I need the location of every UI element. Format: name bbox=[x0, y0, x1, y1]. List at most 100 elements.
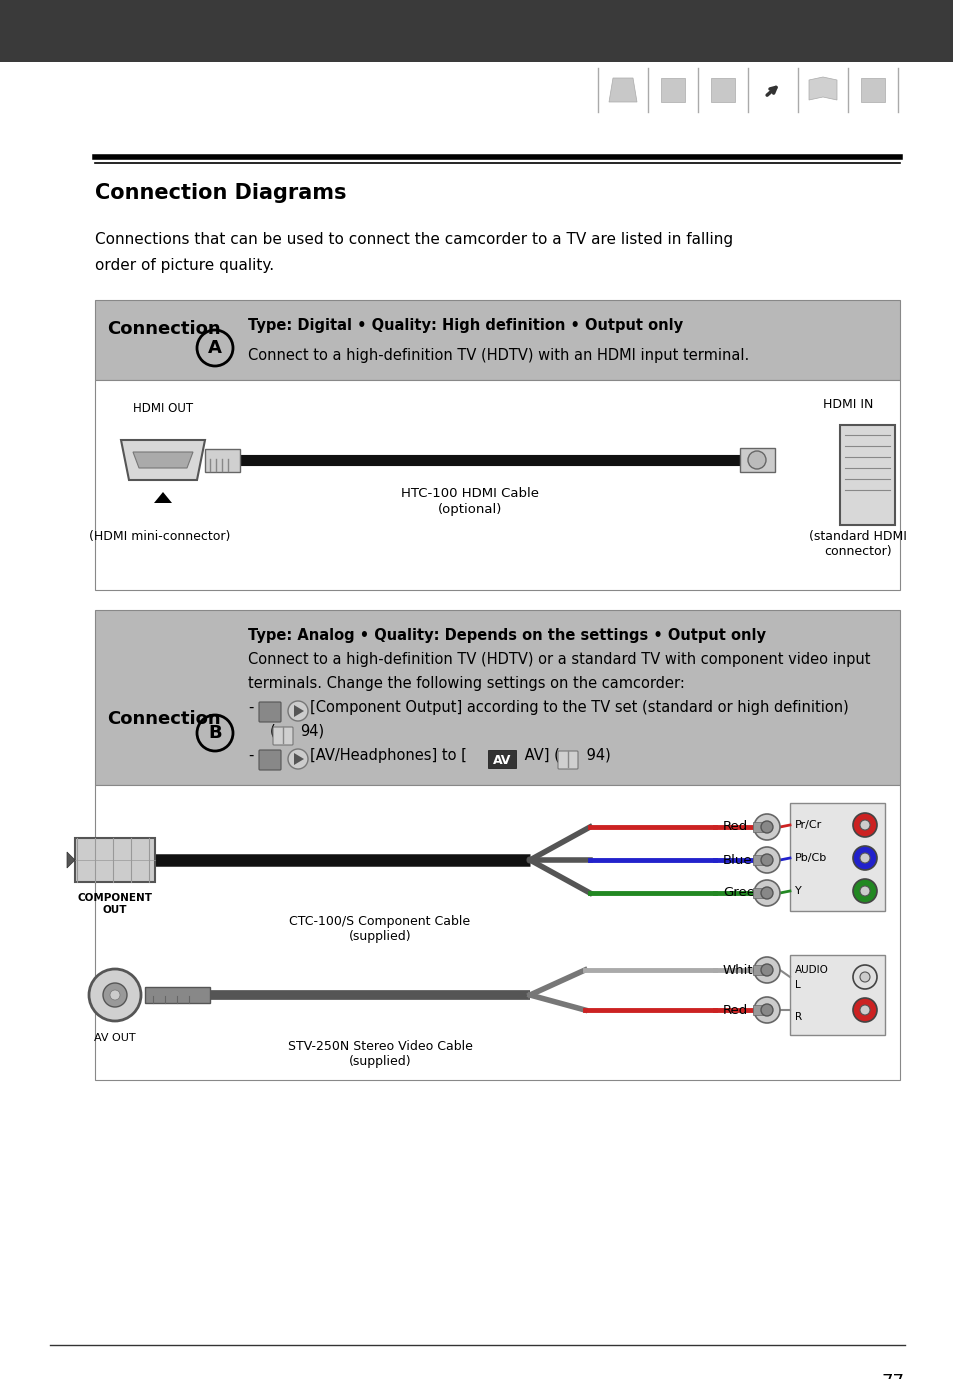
Polygon shape bbox=[67, 852, 75, 867]
Text: order of picture quality.: order of picture quality. bbox=[95, 258, 274, 273]
Bar bbox=[205, 450, 240, 472]
Circle shape bbox=[89, 969, 141, 1020]
Text: L: L bbox=[794, 980, 800, 990]
Text: CTC-100/S Component Cable: CTC-100/S Component Cable bbox=[289, 916, 470, 928]
Bar bbox=[95, 785, 899, 1080]
Text: (HDMI mini-connector): (HDMI mini-connector) bbox=[90, 530, 231, 543]
Circle shape bbox=[760, 821, 772, 833]
Circle shape bbox=[288, 701, 308, 721]
Circle shape bbox=[760, 964, 772, 976]
Bar bbox=[752, 1005, 766, 1015]
Polygon shape bbox=[294, 753, 304, 765]
Bar bbox=[95, 381, 899, 590]
Text: [AV/Headphones] to [: [AV/Headphones] to [ bbox=[310, 747, 466, 763]
Bar bbox=[145, 987, 210, 1003]
Circle shape bbox=[288, 749, 308, 769]
Bar bbox=[752, 822, 766, 832]
Text: Green: Green bbox=[722, 887, 762, 899]
Bar bbox=[752, 855, 766, 865]
Text: [Component Output] according to the TV set (standard or high definition): [Component Output] according to the TV s… bbox=[310, 701, 848, 714]
Text: Red: Red bbox=[722, 821, 747, 833]
Text: Type: Digital • Quality: High definition • Output only: Type: Digital • Quality: High definition… bbox=[248, 319, 682, 332]
Circle shape bbox=[753, 847, 780, 873]
Text: R: R bbox=[794, 1012, 801, 1022]
Text: HDMI IN: HDMI IN bbox=[821, 399, 872, 411]
Circle shape bbox=[760, 887, 772, 899]
Circle shape bbox=[753, 814, 780, 840]
Circle shape bbox=[760, 1004, 772, 1016]
Bar bbox=[789, 956, 884, 1036]
Text: connector): connector) bbox=[823, 545, 891, 558]
Circle shape bbox=[852, 965, 876, 989]
Bar bbox=[789, 803, 884, 912]
Text: OUT: OUT bbox=[103, 905, 127, 916]
Text: (: ( bbox=[270, 724, 275, 739]
Polygon shape bbox=[132, 452, 193, 467]
Text: (supplied): (supplied) bbox=[349, 1055, 411, 1067]
Bar bbox=[752, 888, 766, 898]
Text: Connections that can be used to connect the camcorder to a TV are listed in fall: Connections that can be used to connect … bbox=[95, 232, 732, 247]
Text: terminals. Change the following settings on the camcorder:: terminals. Change the following settings… bbox=[248, 676, 684, 691]
Text: AV] (: AV] ( bbox=[519, 747, 559, 763]
Bar bbox=[740, 448, 774, 472]
Text: COMPONENT: COMPONENT bbox=[77, 894, 152, 903]
Bar bbox=[0, 0, 953, 62]
Text: 94): 94) bbox=[581, 747, 610, 763]
Text: Pr/Cr: Pr/Cr bbox=[794, 821, 821, 830]
Circle shape bbox=[852, 814, 876, 837]
FancyBboxPatch shape bbox=[558, 752, 578, 769]
Text: Y: Y bbox=[794, 885, 801, 896]
Circle shape bbox=[760, 854, 772, 866]
FancyBboxPatch shape bbox=[258, 750, 281, 769]
Text: AV: AV bbox=[493, 754, 511, 768]
Circle shape bbox=[852, 878, 876, 903]
Circle shape bbox=[859, 885, 869, 896]
Text: STV-250N Stereo Video Cable: STV-250N Stereo Video Cable bbox=[287, 1040, 472, 1054]
Bar bbox=[840, 425, 894, 525]
Text: Connect to a high-definition TV (HDTV) with an HDMI input terminal.: Connect to a high-definition TV (HDTV) w… bbox=[248, 348, 748, 363]
Circle shape bbox=[110, 990, 120, 1000]
Text: Pb/Cb: Pb/Cb bbox=[794, 854, 826, 863]
Circle shape bbox=[753, 957, 780, 983]
Circle shape bbox=[859, 854, 869, 863]
Circle shape bbox=[103, 983, 127, 1007]
Text: Blue: Blue bbox=[722, 854, 752, 866]
Circle shape bbox=[852, 998, 876, 1022]
Text: (standard HDMI: (standard HDMI bbox=[808, 530, 906, 543]
Polygon shape bbox=[861, 79, 884, 102]
Text: Red: Red bbox=[722, 1004, 747, 1016]
Text: -: - bbox=[248, 701, 253, 714]
Polygon shape bbox=[294, 705, 304, 717]
Bar bbox=[488, 750, 516, 768]
FancyBboxPatch shape bbox=[273, 727, 293, 745]
Text: (supplied): (supplied) bbox=[349, 929, 411, 943]
Text: B: B bbox=[208, 724, 222, 742]
Bar bbox=[752, 965, 766, 975]
FancyBboxPatch shape bbox=[258, 702, 281, 723]
Polygon shape bbox=[121, 440, 205, 480]
Circle shape bbox=[859, 1005, 869, 1015]
Text: 77: 77 bbox=[882, 1373, 904, 1379]
Text: Type: Analog • Quality: Depends on the settings • Output only: Type: Analog • Quality: Depends on the s… bbox=[248, 627, 765, 643]
Text: Connection Diagrams: Connection Diagrams bbox=[95, 183, 346, 203]
Text: HDMI OUT: HDMI OUT bbox=[132, 403, 193, 415]
Text: Connection: Connection bbox=[107, 710, 220, 728]
Bar bbox=[75, 838, 154, 883]
Text: AUDIO: AUDIO bbox=[794, 965, 828, 975]
Text: (optional): (optional) bbox=[437, 503, 501, 516]
Text: A: A bbox=[208, 339, 222, 357]
Circle shape bbox=[753, 997, 780, 1023]
Bar bbox=[95, 610, 899, 785]
Text: AV OUT: AV OUT bbox=[94, 1033, 135, 1043]
Circle shape bbox=[859, 972, 869, 982]
Text: 94): 94) bbox=[299, 724, 324, 739]
Text: HTC-100 HDMI Cable: HTC-100 HDMI Cable bbox=[400, 487, 538, 501]
Circle shape bbox=[852, 845, 876, 870]
Polygon shape bbox=[710, 79, 734, 102]
Text: White: White bbox=[722, 964, 761, 976]
Polygon shape bbox=[660, 79, 684, 102]
Text: -: - bbox=[248, 747, 253, 763]
Text: Connection: Connection bbox=[107, 320, 220, 338]
Circle shape bbox=[859, 821, 869, 830]
Text: Connect to a high-definition TV (HDTV) or a standard TV with component video inp: Connect to a high-definition TV (HDTV) o… bbox=[248, 652, 869, 667]
